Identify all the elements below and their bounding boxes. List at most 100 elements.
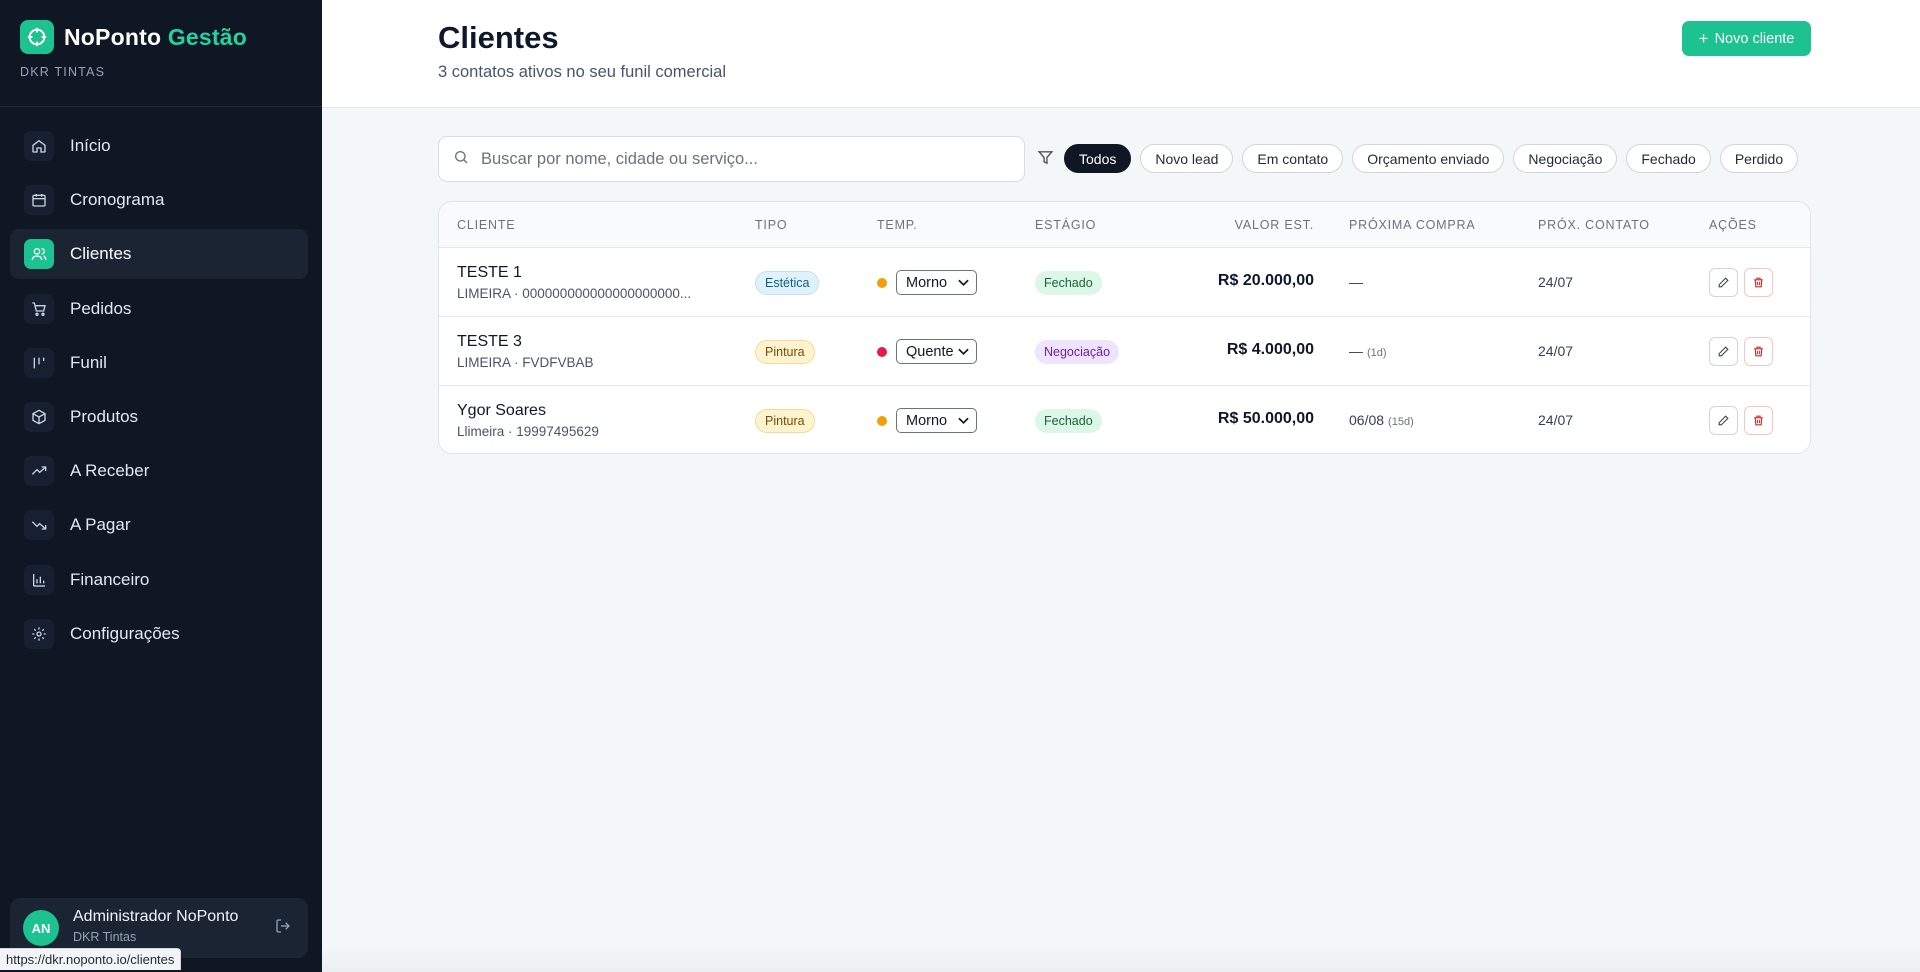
sidebar: NoPonto Gestão DKR TINTAS Início Cronogr…	[0, 0, 322, 972]
temperature-select[interactable]: Morno	[896, 270, 977, 295]
logout-icon	[275, 918, 291, 939]
column-header-estagio: ESTÁGIO	[1035, 218, 1097, 232]
sidebar-item-label: Financeiro	[70, 569, 150, 589]
filter-chip-fechado[interactable]: Fechado	[1626, 144, 1711, 173]
estimated-value: R$ 4.000,00	[1226, 341, 1314, 358]
trending-down-icon	[24, 510, 54, 541]
sidebar-item-a-receber[interactable]: A Receber	[10, 446, 308, 496]
page-title: Clientes	[438, 20, 559, 55]
table-row[interactable]: TESTE 3 LIMEIRA · FVDFVBAB Pintura Quent…	[439, 317, 1810, 386]
new-client-button[interactable]: + Novo cliente	[1682, 21, 1811, 56]
funnel-bars-icon	[24, 347, 54, 378]
filter-chip-em-contato[interactable]: Em contato	[1242, 144, 1344, 173]
pencil-icon	[1718, 415, 1729, 426]
user-company: DKR Tintas	[73, 930, 137, 944]
users-icon	[24, 239, 54, 270]
table-row[interactable]: TESTE 1 LIMEIRA · 000000000000000000000.…	[439, 248, 1810, 317]
brand[interactable]: NoPonto Gestão	[20, 20, 247, 54]
filter-chip-orcamento-enviado[interactable]: Orçamento enviado	[1352, 144, 1505, 173]
column-header-tipo: TIPO	[755, 218, 788, 232]
temperature-dot	[877, 416, 887, 426]
sidebar-item-produtos[interactable]: Produtos	[10, 392, 308, 442]
temperature-dot	[877, 347, 887, 357]
temperature-dot	[877, 278, 887, 288]
next-contact: 24/07	[1538, 412, 1574, 428]
stage-badge: Fechado	[1035, 271, 1102, 295]
next-purchase: — (1d)	[1349, 343, 1387, 359]
next-purchase: —	[1349, 274, 1367, 290]
column-header-valor: VALOR EST.	[1234, 218, 1314, 232]
column-header-acoes: AÇÕES	[1709, 218, 1757, 232]
filter-chip-perdido[interactable]: Perdido	[1719, 144, 1799, 173]
column-header-proxima-compra: PRÓXIMA COMPRA	[1349, 218, 1476, 232]
search-input[interactable]	[481, 149, 1001, 169]
column-header-temp: TEMP.	[877, 218, 918, 232]
sidebar-item-label: Configurações	[70, 623, 180, 643]
avatar: AN	[23, 910, 59, 946]
sidebar-item-configuracoes[interactable]: Configurações	[10, 609, 308, 659]
filter-chip-todos[interactable]: Todos	[1064, 144, 1132, 173]
temperature-value: Morno	[906, 274, 948, 291]
page-header: Clientes 3 contatos ativos no seu funil …	[322, 0, 1920, 108]
stage-badge: Negociação	[1035, 340, 1120, 364]
logout-button[interactable]	[272, 917, 294, 939]
sidebar-item-a-pagar[interactable]: A Pagar	[10, 500, 308, 550]
search-box[interactable]	[438, 136, 1025, 182]
clients-table: CLIENTE TIPO TEMP. ESTÁGIO VALOR EST. PR…	[438, 201, 1811, 454]
sidebar-nav: Início Cronograma Clientes Pedidos Funil…	[10, 121, 308, 663]
sidebar-item-funil[interactable]: Funil	[10, 338, 308, 388]
delete-button[interactable]	[1744, 406, 1773, 435]
delete-button[interactable]	[1744, 337, 1773, 366]
temperature-select[interactable]: Quente	[896, 339, 977, 364]
next-purchase: 06/08 (15d)	[1349, 412, 1414, 428]
estimated-value: R$ 50.000,00	[1217, 410, 1314, 427]
bottom-shadow	[322, 945, 1920, 972]
next-purchase-date: 06/08	[1349, 412, 1385, 428]
type-badge: Pintura	[755, 409, 815, 433]
target-icon	[20, 20, 54, 54]
company-name: DKR TINTAS	[20, 65, 106, 79]
type-badge: Estética	[755, 271, 820, 295]
user-name: Administrador NoPonto	[73, 908, 239, 925]
gear-icon	[24, 618, 54, 649]
plus-icon: +	[1698, 28, 1709, 48]
search-icon	[453, 149, 469, 170]
table-header: CLIENTE TIPO TEMP. ESTÁGIO VALOR EST. PR…	[439, 202, 1810, 248]
next-purchase-date: —	[1349, 343, 1363, 359]
chevron-down-icon	[958, 417, 969, 425]
filter-icon	[1037, 149, 1054, 171]
pencil-icon	[1718, 277, 1729, 288]
sidebar-item-label: Funil	[70, 352, 107, 372]
column-header-cliente: CLIENTE	[457, 218, 516, 232]
trash-icon	[1754, 346, 1763, 357]
edit-button[interactable]	[1709, 337, 1738, 366]
temperature-value: Quente	[906, 343, 954, 360]
table-row[interactable]: Ygor Soares Llimeira · 19997495629 Pintu…	[439, 386, 1810, 453]
sidebar-item-financeiro[interactable]: Financeiro	[10, 555, 308, 605]
filter-chip-negociacao[interactable]: Negociação	[1513, 144, 1618, 173]
sidebar-item-cronograma[interactable]: Cronograma	[10, 175, 308, 225]
delete-button[interactable]	[1744, 268, 1773, 297]
client-name: TESTE 3	[457, 333, 522, 350]
brand-name-accent: Gestão	[167, 23, 247, 50]
temperature-select[interactable]: Morno	[896, 408, 977, 433]
sidebar-item-label: Cronograma	[70, 190, 165, 210]
cart-icon	[24, 293, 54, 324]
edit-button[interactable]	[1709, 268, 1738, 297]
client-details: LIMEIRA · 000000000000000000000...	[457, 286, 692, 301]
sidebar-divider	[0, 106, 322, 107]
calendar-icon	[24, 185, 54, 216]
sidebar-item-clientes[interactable]: Clientes	[10, 229, 308, 280]
box-icon	[24, 401, 54, 432]
client-name: Ygor Soares	[457, 402, 546, 419]
sidebar-item-inicio[interactable]: Início	[10, 121, 308, 171]
bar-chart-icon	[24, 564, 54, 595]
stage-badge: Fechado	[1035, 409, 1102, 433]
sidebar-item-label: Pedidos	[70, 298, 132, 318]
edit-button[interactable]	[1709, 406, 1738, 435]
sidebar-item-pedidos[interactable]: Pedidos	[10, 284, 308, 334]
chevron-down-icon	[958, 279, 969, 287]
next-purchase-days: (1d)	[1367, 347, 1387, 359]
filter-chip-novo-lead[interactable]: Novo lead	[1140, 144, 1234, 173]
trending-up-icon	[24, 456, 54, 487]
